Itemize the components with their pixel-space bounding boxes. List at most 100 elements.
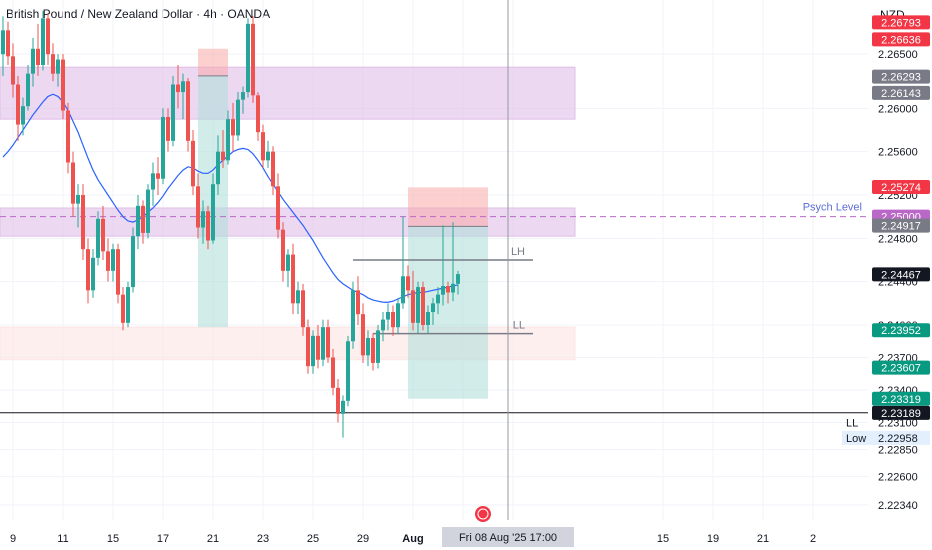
candle bbox=[186, 78, 190, 152]
x-tick-label: 9 bbox=[10, 533, 16, 545]
candle bbox=[161, 108, 165, 185]
event-icon-circle bbox=[475, 506, 491, 522]
candle-body bbox=[356, 290, 360, 315]
candle-body bbox=[21, 106, 25, 125]
candle bbox=[411, 270, 415, 331]
candle bbox=[221, 130, 225, 168]
candle-body bbox=[106, 251, 110, 271]
y-tick-label: 2.26500 bbox=[878, 49, 918, 61]
candle-body bbox=[101, 218, 105, 252]
candle bbox=[326, 319, 330, 363]
candle bbox=[136, 195, 140, 250]
candle bbox=[316, 325, 320, 369]
x-tick-label: 21 bbox=[757, 533, 769, 545]
chart-title: British Pound / New Zealand Dollar · 4h … bbox=[6, 7, 271, 21]
candle-body bbox=[431, 303, 435, 312]
candle bbox=[356, 276, 360, 325]
candle bbox=[306, 319, 310, 374]
candle bbox=[266, 140, 270, 168]
candle bbox=[141, 200, 145, 244]
price-badge-value: 2.26293 bbox=[881, 72, 921, 84]
candle-body bbox=[96, 218, 100, 258]
candle-body bbox=[456, 274, 460, 284]
candle bbox=[151, 162, 155, 206]
candle bbox=[426, 305, 430, 334]
candle bbox=[286, 249, 290, 288]
candle bbox=[361, 303, 365, 363]
candle bbox=[116, 243, 120, 304]
candle-body bbox=[366, 338, 370, 356]
x-tick-label: 17 bbox=[157, 533, 169, 545]
candle-body bbox=[271, 151, 275, 187]
candle-body bbox=[376, 330, 380, 363]
candle-body bbox=[146, 189, 150, 233]
y-tick-label: 2.22600 bbox=[878, 472, 918, 484]
x-tick-label: 11 bbox=[57, 533, 68, 545]
candle-body bbox=[361, 314, 365, 356]
zone-supply bbox=[0, 66, 576, 120]
x-tick-label: 15 bbox=[107, 533, 119, 545]
candle bbox=[331, 348, 335, 396]
price-badge-value: 2.24917 bbox=[881, 221, 921, 233]
candle bbox=[261, 124, 265, 168]
candle bbox=[31, 37, 35, 87]
price-badge bbox=[872, 218, 930, 233]
candle-body bbox=[71, 162, 75, 204]
candle bbox=[311, 330, 315, 374]
candle-body bbox=[36, 48, 40, 65]
price-badge-value: 2.23952 bbox=[881, 325, 921, 337]
candle-body bbox=[31, 48, 35, 74]
candle bbox=[416, 281, 420, 334]
candle bbox=[251, 16, 255, 103]
candle bbox=[56, 54, 60, 87]
candle-body bbox=[56, 59, 60, 74]
candle bbox=[121, 287, 125, 331]
candle-body bbox=[181, 81, 185, 93]
candle-body bbox=[371, 338, 375, 363]
candle bbox=[61, 54, 65, 120]
candle-body bbox=[396, 303, 400, 328]
candle-body bbox=[406, 276, 410, 291]
price-badge bbox=[872, 85, 930, 100]
price-badge bbox=[872, 405, 930, 420]
x-tick-label: 25 bbox=[307, 533, 319, 545]
candle-body bbox=[111, 249, 115, 271]
price-badge bbox=[872, 179, 930, 194]
side-label-ll: LL bbox=[846, 418, 858, 430]
candle-body bbox=[231, 119, 235, 136]
side-label-low: Low bbox=[846, 433, 866, 445]
candle-body bbox=[301, 290, 305, 328]
candle bbox=[256, 92, 260, 141]
candle-body bbox=[211, 184, 215, 241]
candle-body bbox=[221, 151, 225, 161]
candle bbox=[366, 330, 370, 367]
candle-body bbox=[386, 312, 390, 320]
candle bbox=[346, 335, 350, 407]
side-label-bg bbox=[842, 430, 930, 445]
candle-body bbox=[1, 30, 5, 55]
candle-body bbox=[341, 400, 345, 414]
candle-body bbox=[326, 327, 330, 358]
candle-body bbox=[76, 195, 80, 204]
candle-body bbox=[436, 294, 440, 304]
event-icon-inner bbox=[477, 508, 489, 520]
price-badge-value: 2.24467 bbox=[881, 269, 921, 281]
candle-body bbox=[16, 84, 20, 125]
price-badge-value: 2.23319 bbox=[881, 394, 921, 406]
candle bbox=[196, 173, 200, 239]
candle bbox=[381, 312, 385, 342]
candle-body bbox=[321, 327, 325, 360]
candle bbox=[176, 65, 180, 109]
candle bbox=[376, 325, 380, 369]
candle bbox=[216, 135, 220, 195]
candle-body bbox=[411, 290, 415, 323]
candle bbox=[271, 146, 275, 195]
candle bbox=[296, 281, 300, 315]
candle bbox=[321, 319, 325, 367]
candle-body bbox=[206, 211, 210, 241]
candle-body bbox=[116, 249, 120, 295]
x-tick-label: 21 bbox=[207, 533, 219, 545]
candle bbox=[36, 23, 40, 76]
candle bbox=[76, 184, 80, 228]
